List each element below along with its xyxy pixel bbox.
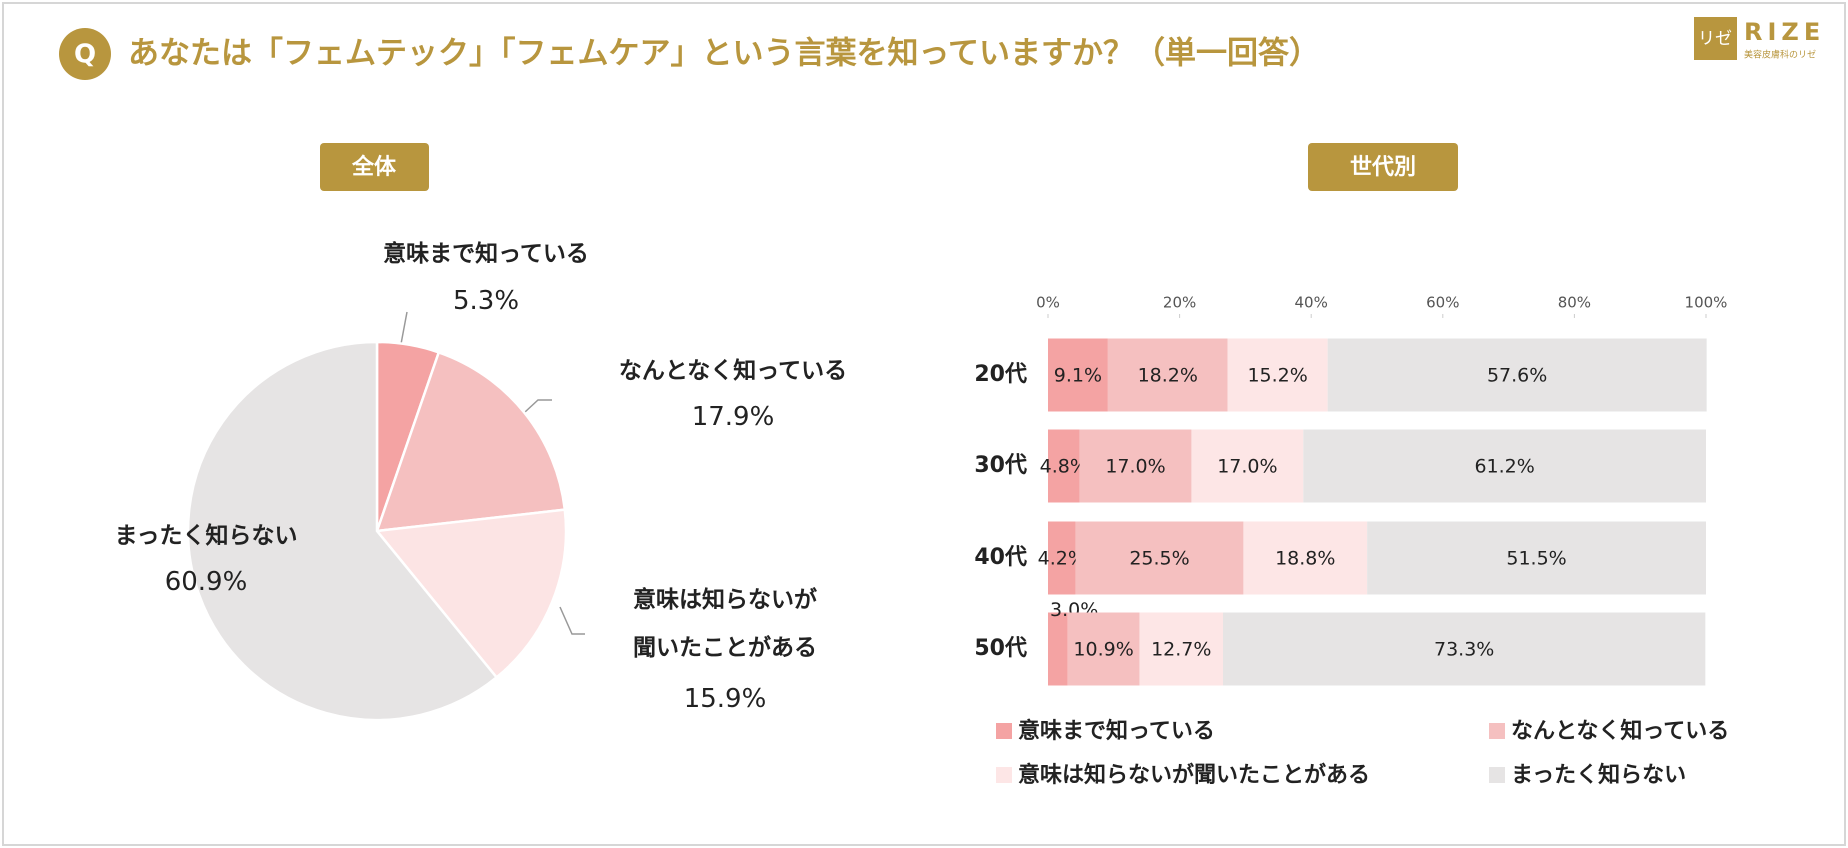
bar-segment — [1067, 612, 1140, 686]
bar-segment — [1048, 338, 1108, 412]
logo: RIZE — [1744, 18, 1825, 46]
bar-value-label: 18.8% — [1275, 548, 1335, 570]
page-title: あなたは「フェムテック」「フェムケア」という言葉を知っていますか？（単一回答） — [128, 36, 1320, 72]
y-tick-label: 30代 — [974, 453, 1027, 478]
pie-label: 意味まで知っている — [383, 241, 589, 267]
bar-title-badge — [1308, 143, 1458, 191]
legend-swatch — [996, 767, 1012, 783]
x-tick-label: 100% — [1685, 294, 1728, 312]
pie-label: まったく知らない — [114, 523, 298, 549]
bar-value-label: 17.0% — [1105, 456, 1165, 478]
logo-mark: リゼ — [1698, 29, 1732, 49]
bar-value-label: 12.7% — [1151, 639, 1211, 661]
pie-slice — [374, 508, 568, 680]
bar-segment — [1075, 521, 1244, 595]
x-tick-label: 40% — [1295, 294, 1328, 312]
legend-swatch — [1489, 723, 1505, 739]
bar-value-label: 73.3% — [1434, 639, 1494, 661]
leader-line — [524, 399, 552, 413]
bar-segment — [1223, 612, 1706, 686]
legend-label: まったく知らない — [1511, 762, 1686, 788]
leader-line — [400, 311, 408, 345]
x-tick-label: 0% — [1036, 294, 1060, 312]
bar-value-label: 25.5% — [1129, 548, 1189, 570]
pie-slice — [375, 350, 567, 533]
bar-segment — [1303, 429, 1706, 503]
legend-swatch — [996, 723, 1012, 739]
bar-value-label: 4.8% — [1040, 456, 1088, 478]
logo-box — [1694, 17, 1737, 60]
pie-value-label: 60.9% — [164, 567, 248, 597]
pie-slice — [186, 340, 499, 722]
pie-value-label: 15.9% — [683, 684, 767, 714]
x-tick-label: 60% — [1426, 294, 1459, 312]
legend-label: 意味まで知っている — [1018, 718, 1215, 744]
bar-value-label: 61.2% — [1474, 456, 1534, 478]
logo-sub: 美容皮膚科のリゼ — [1744, 49, 1816, 61]
bar-segment — [1048, 429, 1080, 503]
bar-segment — [1367, 521, 1706, 595]
bar-segment — [1048, 612, 1068, 686]
bar-value-label: 10.9% — [1073, 639, 1133, 661]
bar-value-label: 57.6% — [1487, 365, 1547, 387]
bar-segment — [1191, 429, 1304, 503]
y-tick-label: 50代 — [974, 636, 1027, 661]
q-letter: Q — [74, 40, 96, 70]
bar-value-label: 9.1% — [1054, 365, 1102, 387]
leader-line — [559, 606, 585, 635]
pie-value-label: 5.3% — [452, 286, 520, 316]
x-tick-label: 20% — [1163, 294, 1196, 312]
pie-title-badge — [320, 143, 429, 191]
y-tick-label: 40代 — [974, 545, 1027, 570]
bar-value-label: 18.2% — [1138, 365, 1198, 387]
pie-label: なんとなく知っている — [618, 358, 848, 384]
bar-segment — [1139, 612, 1224, 686]
y-tick-label: 20代 — [974, 362, 1027, 387]
pie-value-label: 17.9% — [691, 402, 775, 432]
bar-segment — [1327, 338, 1707, 412]
bar-value-label: 51.5% — [1506, 548, 1566, 570]
bar-value-label: 15.2% — [1247, 365, 1307, 387]
bar-title: 世代別 — [1350, 155, 1416, 180]
legend-swatch — [1489, 767, 1505, 783]
q-badge — [59, 28, 111, 80]
bar-segment — [1243, 521, 1368, 595]
bar-segment — [1227, 338, 1328, 412]
bar-segment — [1079, 429, 1192, 503]
legend-label: 意味は知らないが聞いたことがある — [1018, 762, 1370, 788]
bar-value-label: 4.2% — [1038, 548, 1086, 570]
pie-title: 全体 — [351, 154, 397, 180]
bar-segment — [1107, 338, 1228, 412]
legend-label: なんとなく知っている — [1511, 718, 1729, 744]
pie-label: 意味は知らないが聞いたことがある — [633, 587, 817, 661]
bar-segment — [1048, 521, 1076, 595]
x-tick-label: 80% — [1558, 294, 1591, 312]
bar-value-label: 17.0% — [1217, 456, 1277, 478]
